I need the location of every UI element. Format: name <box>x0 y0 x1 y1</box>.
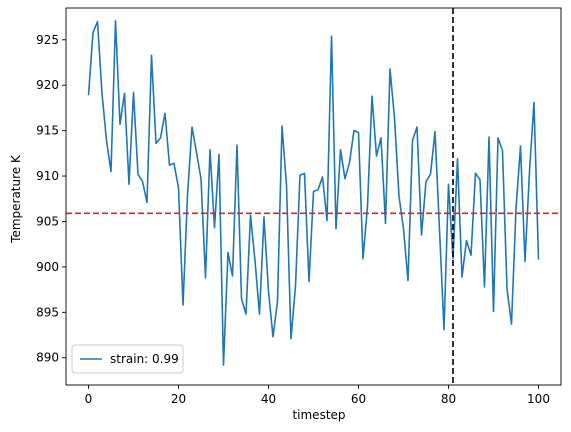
x-tick-label: 40 <box>261 392 276 406</box>
y-tick-label: 920 <box>36 78 59 92</box>
series-line-0 <box>87 19 540 366</box>
y-tick-label: 890 <box>36 351 59 365</box>
legend: strain: 0.99 <box>71 344 184 374</box>
legend-entry-strain: strain: 0.99 <box>110 352 179 366</box>
legend-frame <box>71 344 184 374</box>
x-axis-ticks: 0 20 40 60 80 100 <box>85 385 550 406</box>
y-tick-label: 915 <box>36 124 59 138</box>
x-tick-label: 100 <box>527 392 550 406</box>
y-tick-label: 895 <box>36 305 59 319</box>
x-tick-label: 0 <box>85 392 93 406</box>
y-axis-label: Temperature K <box>9 154 23 244</box>
y-tick-label: 900 <box>36 260 59 274</box>
reference-lines <box>66 8 561 385</box>
axes-frame <box>65 7 562 386</box>
y-tick-label: 925 <box>36 33 59 47</box>
x-tick-label: 20 <box>171 392 186 406</box>
y-tick-label: 910 <box>36 169 59 183</box>
x-tick-label: 80 <box>441 392 456 406</box>
x-tick-label: 60 <box>351 392 366 406</box>
axes <box>65 7 562 386</box>
y-axis-ticks: 890 895 900 905 910 915 920 925 <box>36 33 66 365</box>
x-axis-label: timestep <box>292 408 345 422</box>
plot-area <box>87 19 540 366</box>
y-tick-label: 905 <box>36 214 59 228</box>
